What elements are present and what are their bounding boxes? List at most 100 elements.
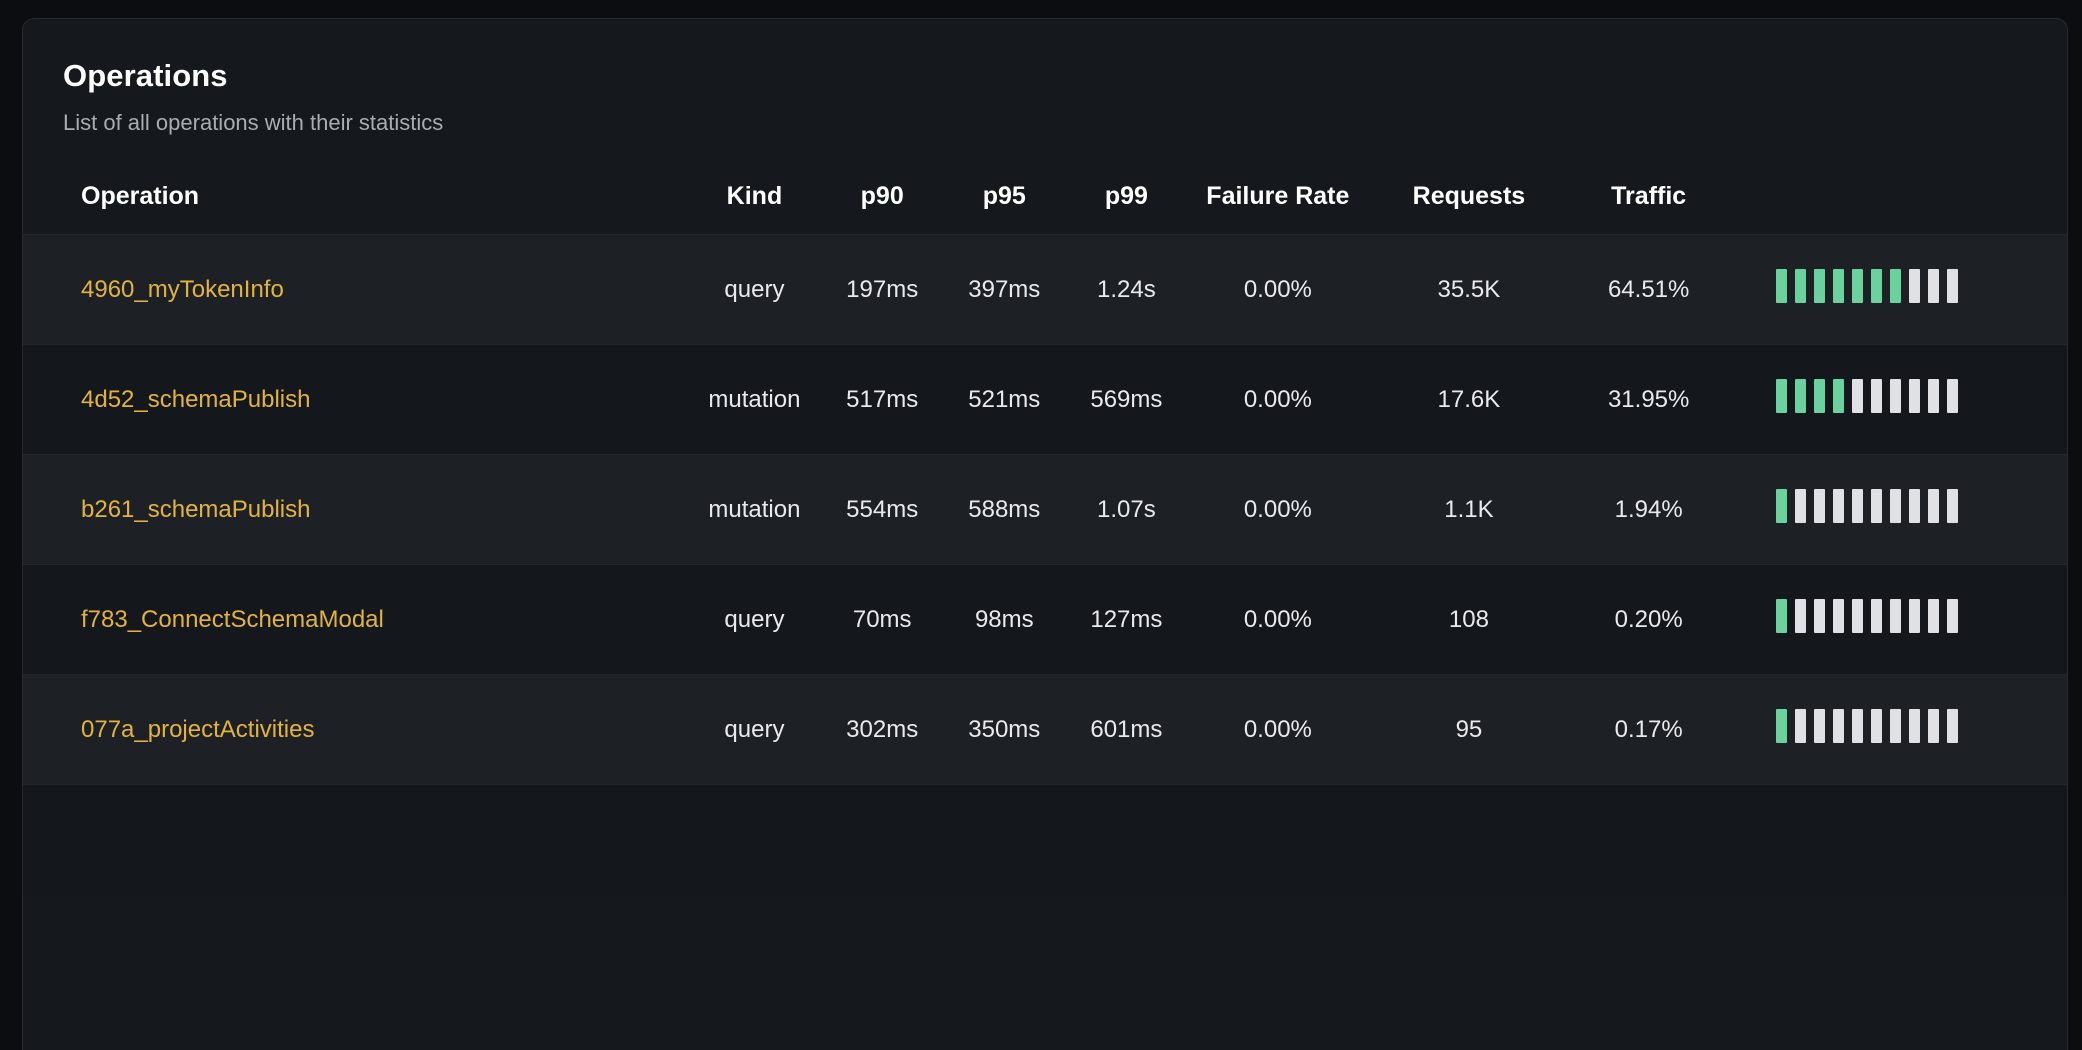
column-header-p95[interactable]: p95 xyxy=(982,182,1026,211)
traffic-bar-empty xyxy=(1908,598,1920,633)
traffic-bar-empty xyxy=(1946,708,1958,743)
cell-kind: query xyxy=(687,234,822,345)
cell-p90: 302ms xyxy=(821,674,944,785)
operation-link[interactable]: 4960_myTokenInfo xyxy=(81,275,284,303)
cell-failure-rate: 0.00% xyxy=(1187,564,1369,675)
cell-p90: 554ms xyxy=(821,454,944,565)
cell-kind: query xyxy=(687,674,822,785)
traffic-bar-empty xyxy=(1927,708,1939,743)
traffic-bar-empty xyxy=(1946,268,1958,303)
cell-empty xyxy=(1065,784,1188,895)
cell-traffic-bars xyxy=(1727,234,2067,345)
column-header-traffic-bars xyxy=(1728,166,2067,235)
cell-empty xyxy=(1187,784,1369,895)
traffic-bar-empty xyxy=(1946,378,1958,413)
traffic-bar-filled xyxy=(1775,488,1787,523)
traffic-bar-filled xyxy=(1832,268,1844,303)
cell-traffic: 1.94% xyxy=(1569,454,1728,565)
column-header-p90[interactable]: p90 xyxy=(860,182,904,211)
cell-p99: 1.24s xyxy=(1065,234,1188,345)
traffic-bar-empty xyxy=(1889,488,1901,523)
cell-kind: mutation xyxy=(687,344,822,455)
cell-requests: 108 xyxy=(1368,564,1570,675)
traffic-bar-indicator xyxy=(1775,708,1958,743)
traffic-bar-empty xyxy=(1851,598,1863,633)
traffic-bar-indicator xyxy=(1775,268,1958,303)
column-header-kind[interactable]: Kind xyxy=(726,182,783,211)
cell-p95: 588ms xyxy=(943,454,1066,565)
table-row[interactable]: b261_schemaPublish mutation 554ms 588ms 1.07… xyxy=(23,454,2067,565)
column-header-operation[interactable]: Operation xyxy=(81,182,200,211)
traffic-bar-filled xyxy=(1813,268,1825,303)
traffic-bar-filled xyxy=(1775,708,1787,743)
cell-empty xyxy=(1569,784,1728,895)
cell-p99: 569ms xyxy=(1065,344,1188,455)
cell-operation: 4960_myTokenInfo xyxy=(23,234,688,345)
cell-p95: 350ms xyxy=(943,674,1066,785)
traffic-bar-filled xyxy=(1794,268,1806,303)
traffic-bar-empty xyxy=(1870,598,1882,633)
operation-link[interactable]: b261_schemaPublish xyxy=(81,495,311,523)
cell-p90: 197ms xyxy=(821,234,944,345)
table-body: 4960_myTokenInfo query 197ms 397ms 1.24s 0.00… xyxy=(23,234,2067,895)
traffic-bar-filled xyxy=(1851,268,1863,303)
card-subtitle: List of all operations with their statis… xyxy=(63,110,444,136)
operation-link[interactable]: 077a_projectActivities xyxy=(81,715,315,743)
card-header: Operations List of all operations with t… xyxy=(23,19,2067,136)
cell-operation: f783_ConnectSchemaModal xyxy=(23,564,688,675)
table-row[interactable] xyxy=(23,784,2067,895)
traffic-bar-empty xyxy=(1870,708,1882,743)
cell-requests: 95 xyxy=(1368,674,1570,785)
cell-empty xyxy=(1727,784,2067,895)
column-header-requests[interactable]: Requests xyxy=(1412,182,1526,211)
column-header-p99[interactable]: p99 xyxy=(1104,182,1148,211)
traffic-bar-filled xyxy=(1794,378,1806,413)
cell-empty xyxy=(23,784,688,895)
cell-empty xyxy=(1368,784,1570,895)
cell-requests: 17.6K xyxy=(1368,344,1570,455)
traffic-bar-empty xyxy=(1794,488,1806,523)
cell-p90: 70ms xyxy=(821,564,944,675)
cell-requests: 35.5K xyxy=(1368,234,1570,345)
cell-traffic: 0.20% xyxy=(1569,564,1728,675)
traffic-bar-filled xyxy=(1775,268,1787,303)
traffic-bar-filled xyxy=(1889,268,1901,303)
traffic-bar-empty xyxy=(1851,378,1863,413)
cell-operation: 077a_projectActivities xyxy=(23,674,688,785)
traffic-bar-filled xyxy=(1775,598,1787,633)
cell-p99: 1.07s xyxy=(1065,454,1188,565)
cell-kind: mutation xyxy=(687,454,822,565)
table-row[interactable]: 077a_projectActivities query 302ms 350ms 601… xyxy=(23,674,2067,785)
cell-p99: 601ms xyxy=(1065,674,1188,785)
traffic-bar-empty xyxy=(1927,488,1939,523)
cell-empty xyxy=(687,784,822,895)
cell-operation: 4d52_schemaPublish xyxy=(23,344,688,455)
column-header-failure-rate[interactable]: Failure Rate xyxy=(1206,182,1350,211)
operation-link[interactable]: 4d52_schemaPublish xyxy=(81,385,311,413)
cell-requests: 1.1K xyxy=(1368,454,1570,565)
traffic-bar-empty xyxy=(1813,598,1825,633)
cell-p95: 397ms xyxy=(943,234,1066,345)
table-head: Operation Kind p90 p95 p99 Failure Rate … xyxy=(23,166,2067,235)
cell-failure-rate: 0.00% xyxy=(1187,674,1369,785)
cell-operation: b261_schemaPublish xyxy=(23,454,688,565)
cell-empty xyxy=(821,784,944,895)
table-row[interactable]: 4960_myTokenInfo query 197ms 397ms 1.24s 0.00… xyxy=(23,234,2067,345)
traffic-bar-empty xyxy=(1813,488,1825,523)
traffic-bar-empty xyxy=(1832,488,1844,523)
traffic-bar-empty xyxy=(1851,708,1863,743)
traffic-bar-empty xyxy=(1889,708,1901,743)
operation-link[interactable]: f783_ConnectSchemaModal xyxy=(81,605,384,633)
traffic-bar-empty xyxy=(1946,598,1958,633)
traffic-bar-empty xyxy=(1908,268,1920,303)
traffic-bar-empty xyxy=(1908,708,1920,743)
traffic-bar-empty xyxy=(1813,708,1825,743)
traffic-bar-empty xyxy=(1794,708,1806,743)
cell-traffic: 64.51% xyxy=(1569,234,1728,345)
cell-traffic-bars xyxy=(1727,454,2067,565)
traffic-bar-empty xyxy=(1927,378,1939,413)
table-row[interactable]: 4d52_schemaPublish mutation 517ms 521ms 569m… xyxy=(23,344,2067,455)
column-header-traffic[interactable]: Traffic xyxy=(1611,182,1687,211)
table-row[interactable]: f783_ConnectSchemaModal query 70ms 98ms 127m… xyxy=(23,564,2067,675)
